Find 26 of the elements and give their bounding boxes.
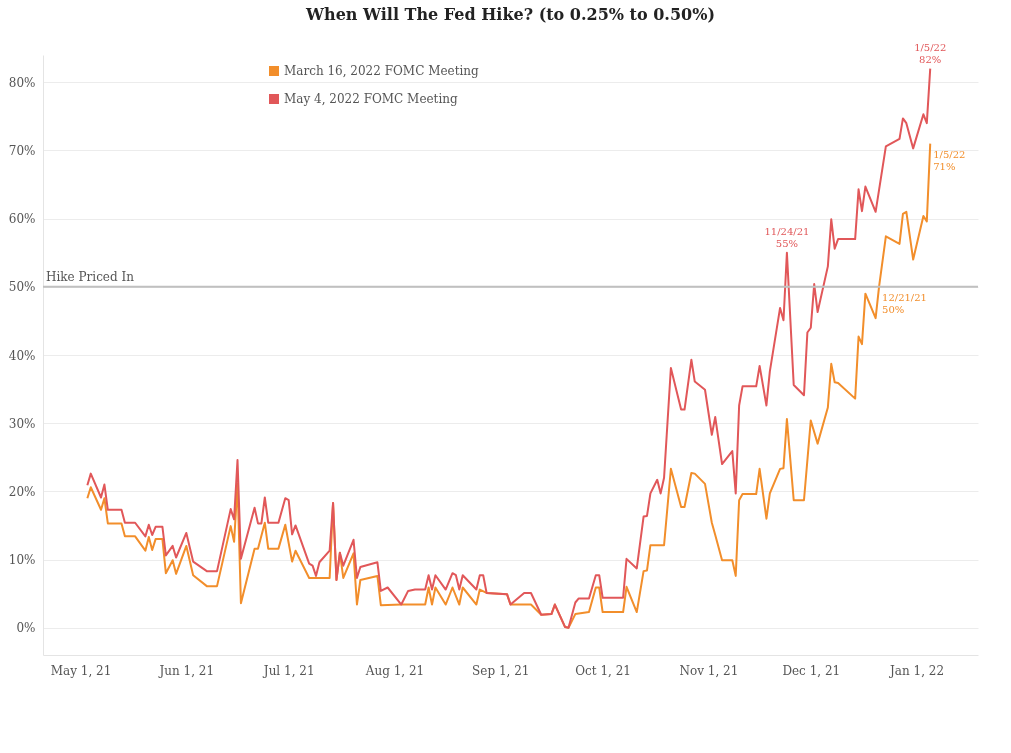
y-tick-label: 50% — [8, 280, 36, 295]
x-tick-label: Dec 1, 21 — [782, 663, 841, 678]
y-tick-label: 10% — [8, 553, 36, 568]
x-tick-label: Oct 1, 21 — [575, 663, 631, 678]
y-tick-label: 60% — [8, 212, 36, 227]
legend-label: May 4, 2022 FOMC Meeting — [284, 92, 458, 106]
y-tick-label: 0% — [16, 621, 36, 636]
annotation: 1/5/22 82% — [914, 41, 947, 65]
x-tick-label: May 1, 21 — [50, 663, 112, 678]
x-tick-label: Jan 1, 22 — [888, 663, 945, 678]
annotation: 11/24/21 55% — [764, 225, 810, 249]
y-tick-label: 20% — [8, 484, 36, 499]
ref-line-label: Hike Priced In — [46, 269, 135, 284]
y-tick-label: 40% — [8, 348, 36, 363]
x-tick-label: Jul 1, 21 — [261, 663, 315, 678]
x-tick-label: Aug 1, 21 — [364, 663, 425, 678]
y-tick-label: 30% — [8, 416, 36, 431]
annotation: 1/5/22 71% — [933, 148, 966, 172]
x-tick-label: Sep 1, 21 — [472, 663, 530, 678]
annotation: 12/21/21 50% — [882, 291, 927, 315]
chart-title: When Will The Fed Hike? (to 0.25% to 0.50%) — [305, 4, 715, 24]
x-tick-label: Nov 1, 21 — [679, 663, 739, 678]
y-tick-label: 70% — [8, 143, 36, 158]
x-tick-label: Jun 1, 21 — [157, 663, 215, 678]
legend-label: March 16, 2022 FOMC Meeting — [284, 64, 480, 78]
y-tick-label: 80% — [8, 75, 36, 90]
